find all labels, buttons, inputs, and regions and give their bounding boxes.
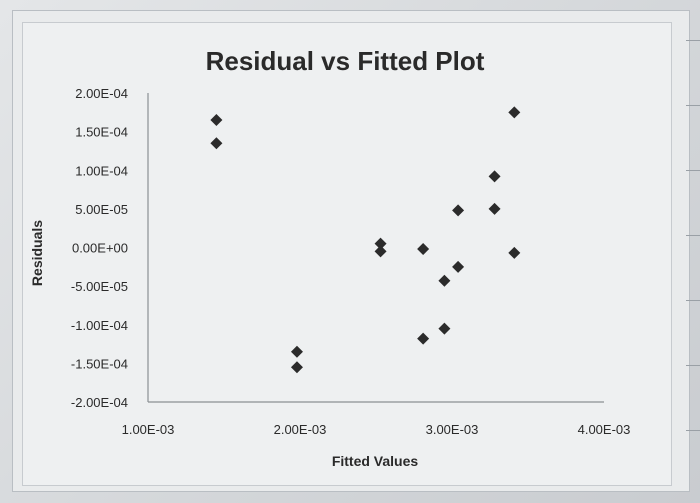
data-point [210, 114, 223, 127]
y-tick-label: -1.50E-04 [71, 356, 128, 371]
x-tick-label: 2.00E-03 [274, 422, 327, 437]
y-tick-label: 2.00E-04 [75, 86, 128, 101]
y-axis-label: Residuals [29, 220, 45, 286]
y-tick-label: 1.00E-04 [75, 163, 128, 178]
data-point [508, 106, 521, 119]
y-tick-label: -5.00E-05 [71, 279, 128, 294]
data-point [417, 332, 430, 345]
data-point [210, 137, 223, 150]
data-points [210, 106, 521, 374]
chart-title: Residual vs Fitted Plot [206, 46, 485, 76]
y-tick-label: -1.00E-04 [71, 318, 128, 333]
data-point [417, 243, 430, 256]
data-point [508, 246, 521, 259]
data-point [438, 322, 451, 335]
y-tick-label: 5.00E-05 [75, 202, 128, 217]
x-axis-label: Fitted Values [332, 453, 419, 469]
data-point [488, 170, 501, 183]
data-point [452, 260, 465, 273]
data-point [488, 202, 501, 215]
data-point [438, 274, 451, 287]
y-tick-labels: 2.00E-04 1.50E-04 1.00E-04 5.00E-05 0.00E+00… [71, 86, 128, 410]
x-tick-label: 1.00E-03 [122, 422, 175, 437]
data-point [290, 345, 303, 358]
row-tick-marks [686, 40, 700, 480]
data-point [374, 245, 387, 258]
data-point [374, 237, 387, 250]
chart-axes [147, 93, 604, 403]
y-tick-label: 1.50E-04 [75, 125, 128, 140]
data-point [290, 361, 303, 374]
y-tick-label: 0.00E+00 [72, 241, 128, 256]
x-tick-label: 3.00E-03 [426, 422, 479, 437]
chart-area[interactable] [22, 22, 672, 486]
data-point [452, 204, 465, 217]
x-tick-labels: 1.00E-03 2.00E-03 3.00E-03 4.00E-03 [122, 422, 631, 437]
x-tick-label: 4.00E-03 [578, 422, 631, 437]
y-tick-label: -2.00E-04 [71, 395, 128, 410]
